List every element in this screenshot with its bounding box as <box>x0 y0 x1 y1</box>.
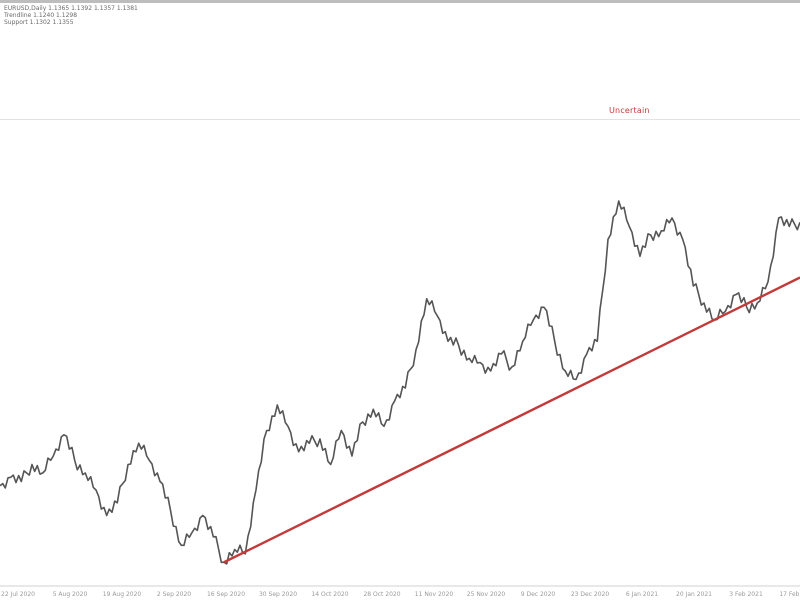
pane-divider[interactable] <box>0 119 800 120</box>
x-tick-label: 5 Aug 2020 <box>53 591 88 598</box>
x-tick-label: 11 Nov 2020 <box>415 591 454 598</box>
support-trendline[interactable] <box>223 276 800 564</box>
x-tick-label: 17 Feb 2021 <box>779 591 800 598</box>
info-line: Trendline 1.1240 1.1298 <box>4 12 78 19</box>
x-tick-label: 25 Nov 2020 <box>467 591 506 598</box>
extra-line: Support 1.1302 1.1355 <box>4 19 74 26</box>
x-tick-label: 16 Sep 2020 <box>207 591 245 598</box>
symbol-line: EURUSD,Daily 1.1365 1.1392 1.1357 1.1381 <box>4 5 138 12</box>
window-top-border <box>0 0 800 3</box>
x-tick-label: 30 Sep 2020 <box>259 591 297 598</box>
x-tick-label: 3 Feb 2021 <box>729 591 763 598</box>
x-tick-label: 9 Dec 2020 <box>521 591 556 598</box>
x-tick-label: 6 Jan 2021 <box>626 591 658 598</box>
x-tick-label: 22 Jul 2020 <box>1 591 35 598</box>
x-tick-label: 2 Sep 2020 <box>157 591 191 598</box>
x-tick-label: 20 Jan 2021 <box>676 591 712 598</box>
indicator-label: Uncertain <box>609 106 650 115</box>
price-series-line[interactable] <box>0 200 800 565</box>
chart-header: EURUSD,Daily 1.1365 1.1392 1.1357 1.1381… <box>4 5 138 26</box>
x-tick-label: 14 Oct 2020 <box>311 591 348 598</box>
x-tick-label: 23 Dec 2020 <box>571 591 610 598</box>
x-tick-label: 28 Oct 2020 <box>363 591 400 598</box>
x-tick-label: 19 Aug 2020 <box>103 591 142 598</box>
